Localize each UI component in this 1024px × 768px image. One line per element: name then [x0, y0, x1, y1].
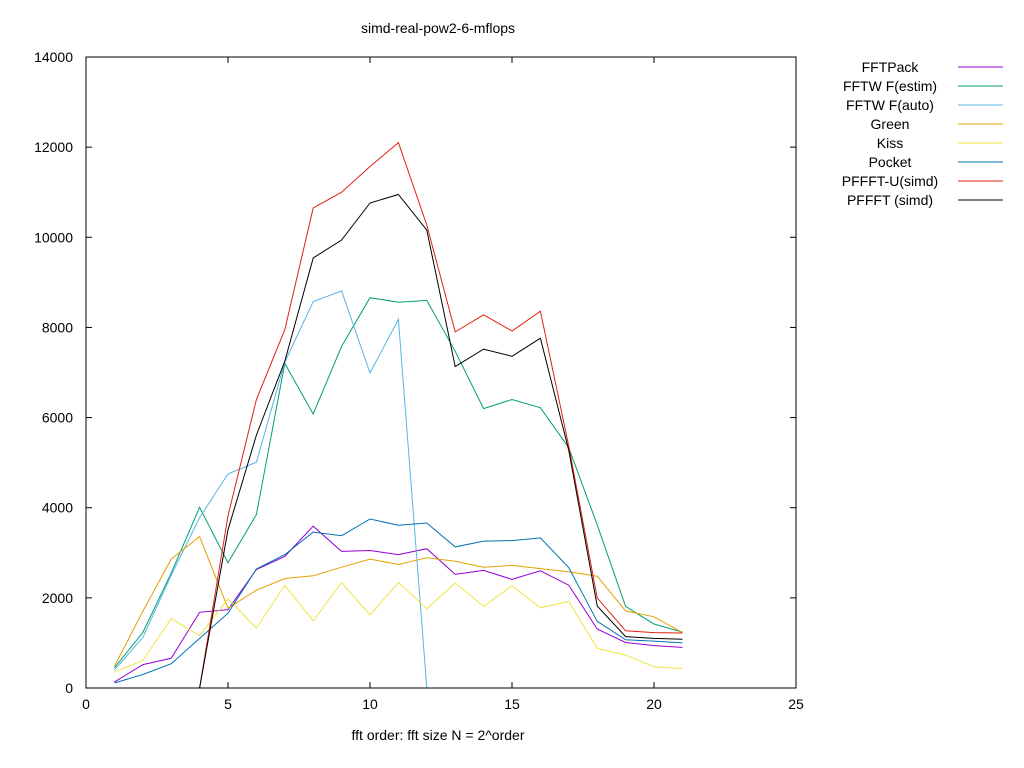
legend-label: FFTW F(estim)	[843, 78, 937, 94]
legend: FFTPack FFTW F(estim) FFTW F(auto) Green Kis…	[842, 59, 1003, 208]
legend-label: Pocket	[869, 154, 912, 170]
y-tick-label: 2000	[42, 590, 73, 606]
x-tick-label: 5	[224, 696, 232, 712]
series-line-pocket	[114, 518, 683, 684]
legend-label: PFFFT-U(simd)	[842, 173, 938, 189]
series-line-fftw-f-estim-	[114, 297, 683, 669]
y-tick-label: 14000	[34, 49, 73, 65]
x-tick-label: 0	[82, 696, 90, 712]
series-line-fftw-f-auto-	[114, 290, 428, 689]
series-line-pffft-simd-	[199, 193, 683, 689]
axes: 0 5 10 15 20 25 0 2000 4000 6000 8000 10000 12000 140…	[34, 49, 804, 712]
chart-title: simd-real-pow2-6-mflops	[361, 20, 515, 36]
y-tick-label: 6000	[42, 410, 73, 426]
x-tick-label: 15	[504, 696, 520, 712]
legend-label: FFTW F(auto)	[846, 97, 934, 113]
plot-lines	[113, 141, 683, 689]
legend-label: FFTPack	[862, 59, 920, 75]
series-line-pffft-u-simd-	[199, 141, 683, 689]
x-tick-label: 25	[788, 696, 804, 712]
series-line-kiss	[114, 581, 683, 673]
y-tick-label: 12000	[34, 139, 73, 155]
legend-label: PFFFT (simd)	[847, 192, 933, 208]
x-tick-label: 20	[646, 696, 662, 712]
y-tick-label: 10000	[34, 229, 73, 245]
legend-label: Kiss	[877, 135, 903, 151]
x-tick-label: 10	[362, 696, 378, 712]
series-line-fftpack	[114, 525, 683, 683]
legend-label: Green	[871, 116, 910, 132]
x-axis-label: fft order: fft size N = 2^order	[352, 727, 525, 743]
y-tick-label: 8000	[42, 319, 73, 335]
y-tick-label: 4000	[42, 500, 73, 516]
y-tick-label: 0	[65, 680, 73, 696]
series-line-green	[113, 535, 683, 667]
plot-frame	[85, 56, 797, 689]
